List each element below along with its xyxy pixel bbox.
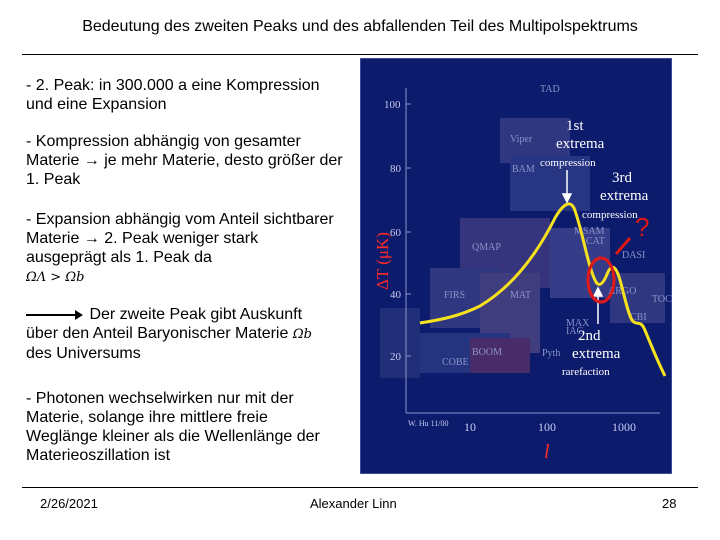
- experiment-label: MAT: [510, 290, 531, 301]
- question-pointer-line: [614, 237, 632, 255]
- experiment-label: DASI: [622, 250, 645, 261]
- experiment-box: [550, 228, 610, 298]
- footer-author: Alexander Linn: [310, 496, 397, 511]
- pointer-arrows: [561, 170, 604, 324]
- paragraph-photons: - Photonen wechselwirken nur mit der Mat…: [26, 390, 320, 464]
- y-tick-label: 20: [390, 351, 402, 363]
- omega-b-symbol: Ωb: [292, 327, 312, 342]
- paragraph-compression: - Kompression abhängig von gesamter Mate…: [26, 132, 346, 189]
- paragraph-baryon-text-a: Der zweite Peak gibt Auskunft über den A…: [26, 306, 303, 342]
- experiment-label: QMAP: [472, 242, 501, 253]
- experiment-label: Pyth: [542, 348, 560, 359]
- experiment-label: MAX: [566, 318, 590, 329]
- right-arrow-icon: [26, 309, 83, 320]
- x-tick-labels: 10 100 1000: [464, 420, 636, 434]
- title-divider: [22, 54, 698, 55]
- annotations: 1st extrema compression 3rd extrema comp…: [540, 118, 649, 378]
- experiment-box: [500, 118, 570, 163]
- figure-credit: W. Hu 11/00: [408, 419, 449, 428]
- y-tick-label: 80: [390, 163, 402, 175]
- annotation-first-extrema-number: 1st: [566, 118, 584, 134]
- paragraph-compression-text-a: - Kompression abhängig von gesamter Mate…: [26, 133, 301, 169]
- question-mark: ?: [635, 212, 649, 242]
- paragraph-compression-text-b: je mehr Materie, desto größer der 1. Pea…: [26, 152, 343, 188]
- experiment-label: IAC: [566, 326, 584, 337]
- y-tick-label: 40: [390, 289, 402, 301]
- y-tick-labels: 100 80 60 40 20: [384, 99, 402, 363]
- x-tick-label: 10: [464, 420, 476, 434]
- annotation-second-extrema-number: 2nd: [578, 328, 601, 344]
- x-axis-label: l: [544, 441, 550, 463]
- footer-page-number: 28: [662, 496, 677, 511]
- experiment-label: FIRS: [444, 290, 465, 301]
- annotation-third-extrema-type: compression: [582, 209, 638, 221]
- arrowhead: [592, 286, 604, 297]
- experiment-label: TOCO: [652, 294, 672, 305]
- y-ticks: [406, 103, 411, 357]
- experiment-boxes: [380, 118, 665, 378]
- experiment-box: [380, 308, 420, 378]
- experiment-label: BAM: [512, 164, 535, 175]
- y-tick-label: 100: [384, 99, 401, 111]
- omega-inequality-formula: ΩΛ > Ωb: [26, 270, 85, 285]
- experiment-label: TAD: [540, 84, 560, 95]
- footer-divider: [22, 487, 698, 488]
- power-spectrum-curve: [419, 202, 667, 377]
- experiment-label: CBI: [630, 312, 647, 323]
- x-tick-label: 100: [538, 420, 556, 434]
- experiment-label: COBE: [442, 357, 469, 368]
- annotation-third-extrema-number: 3rd: [612, 170, 632, 186]
- y-tick-label: 60: [390, 227, 402, 239]
- paragraph-baryon-info: Der zweite Peak gibt Auskunft über den A…: [26, 305, 336, 363]
- experiment-label: Viper: [510, 134, 533, 145]
- paragraph-baryon-text-b: des Universums: [26, 345, 141, 362]
- experiment-label: CAT: [586, 236, 605, 247]
- slide-title: Bedeutung des zweiten Peaks und des abfa…: [82, 18, 638, 35]
- annotation-first-extrema-type: compression: [540, 157, 596, 169]
- implies-arrow-icon: →: [83, 152, 100, 169]
- cmb-spectrum-figure: TAD Viper BAM QMAP FIRS MAT CBI COBE BOO…: [360, 58, 672, 474]
- paragraph-expansion-text-b: 2. Peak weniger stark ausgeprägt als 1. …: [26, 230, 259, 266]
- annotation-second-extrema-label: extrema: [572, 346, 621, 362]
- paragraph-expansion-text-a: - Expansion abhängig vom Anteil sichtbar…: [26, 211, 334, 247]
- footer-date: 2/26/2021: [40, 496, 98, 511]
- experiment-label: BOOM: [472, 347, 502, 358]
- x-tick-label: 1000: [612, 420, 636, 434]
- paragraph-expansion: - Expansion abhängig vom Anteil sichtbar…: [26, 210, 336, 287]
- y-axis-label: ΔT (μK): [373, 232, 392, 290]
- annotation-third-extrema-label: extrema: [600, 188, 649, 204]
- annotation-second-extrema-type: rarefaction: [562, 366, 610, 378]
- paragraph-second-peak: - 2. Peak: in 300.000 a eine Kompression…: [26, 77, 320, 113]
- experiment-box: [510, 156, 590, 211]
- experiment-box: [470, 338, 530, 373]
- annotation-first-extrema-label: extrema: [556, 136, 605, 152]
- arrowhead: [561, 193, 573, 204]
- second-peak-circle: [586, 256, 616, 304]
- implies-arrow-icon: →: [83, 230, 100, 247]
- experiment-label: MSAM: [574, 226, 605, 237]
